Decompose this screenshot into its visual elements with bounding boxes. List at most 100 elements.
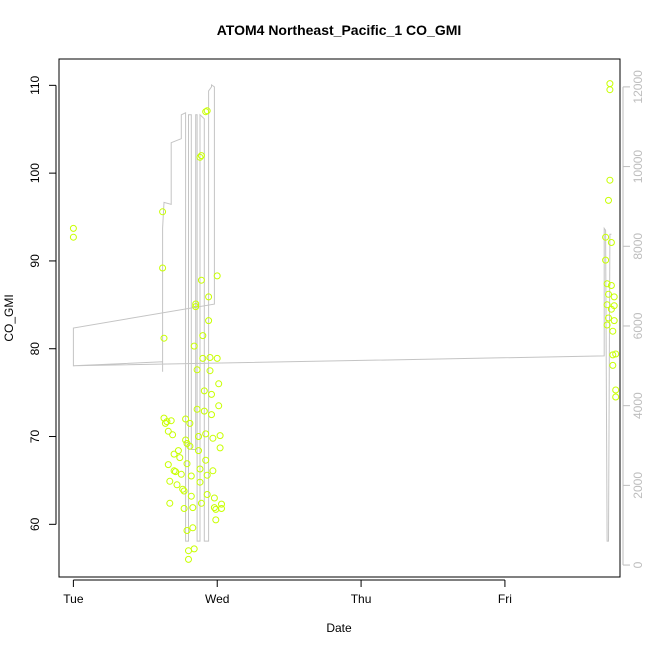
data-point xyxy=(607,239,615,246)
y-tick-label: 100 xyxy=(28,163,42,183)
data-point xyxy=(161,419,169,427)
x-axis-label: Date xyxy=(326,621,352,635)
data-point xyxy=(192,303,200,311)
data-point xyxy=(213,272,221,280)
y-tick-label: 70 xyxy=(28,430,42,444)
data-point xyxy=(200,407,208,415)
data-point xyxy=(166,499,174,507)
data-point xyxy=(169,431,177,439)
data-point xyxy=(218,500,225,508)
data-point xyxy=(187,492,195,500)
data-point xyxy=(612,386,620,394)
data-point xyxy=(183,527,191,534)
data-point xyxy=(192,300,200,308)
data-point xyxy=(190,545,198,553)
data-point xyxy=(208,390,215,398)
data-point xyxy=(193,366,201,374)
data-point xyxy=(170,467,178,475)
altitude-line xyxy=(72,83,612,542)
y2-tick-label: 0 xyxy=(631,561,645,568)
data-point xyxy=(69,224,77,232)
data-point xyxy=(166,477,174,485)
y-tick-label: 110 xyxy=(28,75,42,94)
data-point xyxy=(603,280,611,288)
data-point xyxy=(612,350,620,358)
data-point xyxy=(605,196,612,204)
data-point xyxy=(606,80,614,88)
data-point xyxy=(212,505,220,513)
x-tick-label: Tue xyxy=(63,592,84,606)
data-point xyxy=(190,342,198,350)
data-point xyxy=(193,405,201,413)
data-point xyxy=(185,555,192,563)
data-point xyxy=(182,415,190,423)
data-point xyxy=(606,86,614,94)
data-point xyxy=(196,465,204,473)
data-point xyxy=(202,456,210,464)
data-point xyxy=(69,233,77,241)
data-point xyxy=(199,354,207,362)
data-point xyxy=(173,481,181,489)
data-point xyxy=(164,461,172,469)
data-point xyxy=(170,450,178,458)
data-point xyxy=(167,417,175,425)
y2-tick-label: 2000 xyxy=(631,472,645,499)
data-point xyxy=(202,108,210,116)
data-point xyxy=(610,302,618,310)
data-point xyxy=(205,317,213,325)
data-point xyxy=(213,354,221,362)
data-point xyxy=(197,152,205,160)
x-tick-label: Fri xyxy=(498,592,512,606)
data-point xyxy=(218,505,225,512)
data-point xyxy=(216,432,224,440)
y2-tick-label: 10000 xyxy=(631,150,645,184)
data-point xyxy=(605,290,612,298)
data-point xyxy=(609,327,617,335)
data-point xyxy=(215,402,223,410)
plot-frame xyxy=(58,58,621,578)
data-point xyxy=(195,433,202,440)
data-point xyxy=(163,418,171,426)
y-tick-label: 80 xyxy=(28,342,42,356)
data-point xyxy=(183,460,191,468)
data-point xyxy=(160,334,168,342)
data-point xyxy=(182,436,190,444)
data-point xyxy=(195,447,202,455)
data-point xyxy=(196,153,204,161)
data-point xyxy=(612,393,620,401)
data-point xyxy=(172,468,179,476)
data-point xyxy=(200,387,208,395)
y2-tick-label: 6000 xyxy=(631,312,645,339)
y2-tick-label: 4000 xyxy=(631,392,645,419)
y2-tick-label: 8000 xyxy=(631,233,645,260)
data-point xyxy=(610,317,618,325)
data-point xyxy=(197,499,205,507)
data-point xyxy=(189,524,197,532)
data-point xyxy=(609,361,617,369)
data-point xyxy=(180,505,188,512)
altitude-line-layer xyxy=(72,83,612,542)
data-point xyxy=(179,485,187,493)
data-point xyxy=(215,380,223,388)
data-point xyxy=(209,434,217,442)
data-point xyxy=(210,504,218,512)
data-point xyxy=(209,467,217,475)
data-point xyxy=(177,470,185,478)
data-point xyxy=(185,547,192,555)
data-point xyxy=(208,411,215,419)
data-point xyxy=(197,276,205,284)
axes-layer: Tue Wed Thu Fri 60 70 80 90 100 110 0 2000 4000 6000 8… xyxy=(28,70,645,606)
data-point xyxy=(203,471,211,479)
data-point xyxy=(603,301,611,309)
data-point xyxy=(606,176,614,184)
y-axis-label: CO_GMI xyxy=(2,294,16,341)
chart-title: ATOM4 Northeast_Pacific_1 CO_GMI xyxy=(217,22,462,38)
x-tick-label: Wed xyxy=(205,592,229,606)
data-point xyxy=(186,442,194,450)
data-point xyxy=(159,208,167,216)
data-point xyxy=(607,282,615,289)
data-point xyxy=(203,107,211,115)
data-point xyxy=(205,293,213,301)
data-point xyxy=(212,516,220,524)
